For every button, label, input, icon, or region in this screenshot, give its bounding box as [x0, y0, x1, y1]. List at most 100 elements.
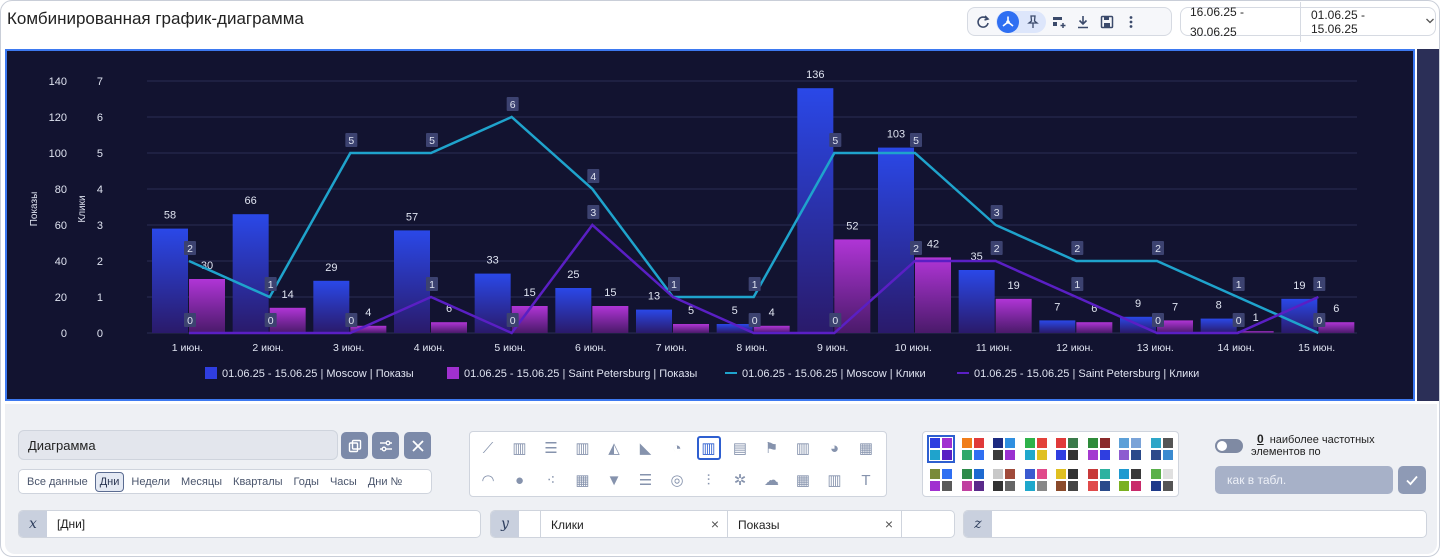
frequency-count[interactable]: 0	[1257, 432, 1264, 446]
palette-option[interactable]	[1055, 437, 1079, 461]
add-widget-icon[interactable]	[1048, 11, 1070, 33]
period-option[interactable]: Часы	[329, 475, 357, 488]
palette-option[interactable]	[1087, 437, 1111, 461]
x-axis-field[interactable]: x [Дни]	[18, 510, 481, 538]
remove-icon[interactable]: ×	[710, 516, 719, 532]
chevron-down-icon[interactable]	[1425, 15, 1435, 29]
y-chip-impressions[interactable]: Показы ×	[728, 511, 902, 537]
period-option[interactable]: Месяцы	[180, 475, 223, 488]
share-icon[interactable]	[997, 10, 1019, 33]
scroll-strip[interactable]	[1417, 49, 1439, 401]
save-icon[interactable]	[1096, 11, 1118, 33]
palette-option[interactable]	[1087, 468, 1111, 492]
period-option[interactable]: Дни №	[367, 475, 403, 488]
palette-option[interactable]	[1024, 468, 1048, 492]
bar-dots-icon[interactable]: ▥	[827, 472, 842, 489]
pin-icon[interactable]	[1023, 11, 1045, 33]
y-right-tick-label: 4	[97, 184, 103, 196]
frequency-toggle[interactable]	[1215, 439, 1243, 453]
funnel-icon[interactable]: ▼	[606, 471, 622, 489]
palette-picker	[922, 431, 1179, 497]
copy-button[interactable]	[341, 432, 368, 459]
palette-option[interactable]	[1118, 468, 1142, 492]
line-data-label: 0	[510, 315, 516, 327]
bubble-icon[interactable]: ●	[514, 471, 525, 489]
chart-area[interactable]: 0 20 40 60 80 100 120 140 0 1 2 3 4 5 6 7 Показы Клики 58 6…	[5, 49, 1415, 401]
frequency-text: наиболее частотных элементов по	[1251, 434, 1375, 458]
area-fill-icon[interactable]: ◣	[639, 440, 652, 457]
palette-option[interactable]	[961, 468, 985, 492]
scatter-icon[interactable]: ⁖	[546, 472, 556, 489]
line-label-box	[1232, 277, 1245, 291]
cloud-icon[interactable]: ☁	[764, 472, 779, 489]
line-data-label: 2	[913, 243, 919, 255]
date-range-current[interactable]: 16.06.25 - 30.06.25	[1181, 1, 1301, 42]
refresh-icon[interactable]	[972, 11, 994, 33]
date-range-compare[interactable]: 01.06.25 - 15.06.25	[1311, 7, 1366, 36]
bar	[592, 306, 629, 333]
x-axis-value[interactable]: [Дни]	[57, 517, 86, 531]
period-option[interactable]: Недели	[131, 475, 170, 488]
palette-option[interactable]	[1055, 468, 1079, 492]
confirm-button[interactable]	[1398, 466, 1426, 494]
bar-data-label: 15	[524, 287, 536, 299]
gauge-icon[interactable]: ◠	[481, 472, 495, 489]
z-axis-field[interactable]: z	[963, 510, 1427, 538]
combo-chart-icon[interactable]: ▥	[696, 436, 721, 460]
bar-chart-icon[interactable]: ▥	[512, 440, 527, 457]
palette-option[interactable]	[1118, 437, 1142, 461]
date-range-selector[interactable]: 16.06.25 - 30.06.25 01.06.25 - 15.06.25	[1180, 1, 1436, 42]
line-label-box	[426, 277, 438, 291]
tree-icon[interactable]: ⫶	[706, 471, 711, 489]
grouped-bar-icon[interactable]: ▥	[795, 440, 811, 457]
y-right-tick-label: 2	[97, 256, 103, 268]
pie-chart-icon[interactable]: ◕	[829, 439, 840, 457]
period-option[interactable]: Все данные	[27, 475, 88, 488]
horizontal-bar-icon[interactable]: ☰	[544, 440, 558, 457]
bar-data-label: 14	[282, 289, 294, 301]
remove-icon[interactable]: ×	[884, 516, 893, 532]
radar-icon[interactable]: ◎	[670, 472, 684, 489]
palette-option[interactable]	[961, 437, 985, 461]
grid-icon[interactable]: ▦	[858, 440, 874, 457]
period-option[interactable]: Дни	[94, 471, 125, 492]
palette-option[interactable]	[1024, 437, 1048, 461]
palette-option[interactable]	[992, 468, 1016, 492]
bar	[1200, 318, 1237, 333]
heatmap-icon[interactable]: ▦	[575, 472, 590, 489]
period-option[interactable]: Кварталы	[233, 475, 283, 488]
palette-option[interactable]	[1150, 468, 1174, 492]
palette-option[interactable]	[992, 437, 1016, 461]
period-option[interactable]: Годы	[293, 475, 319, 488]
snowflake-icon[interactable]: ✲	[733, 472, 747, 489]
x-tick-label: 2 июн.	[252, 342, 283, 354]
x-tick-label: 6 июн.	[575, 342, 606, 354]
sort-select[interactable]: как в табл.	[1215, 466, 1393, 494]
line-label-box	[426, 133, 438, 147]
donut-chart-icon[interactable]: ◔	[672, 439, 682, 457]
palette-option[interactable]	[927, 435, 955, 463]
line-data-label: 3	[994, 207, 1000, 219]
more-icon[interactable]	[1120, 11, 1142, 33]
text-icon[interactable]: T	[861, 471, 871, 489]
download-icon[interactable]	[1072, 11, 1094, 33]
mode-switch[interactable]	[996, 10, 1046, 33]
flag-icon[interactable]: ⚑	[764, 440, 779, 457]
line-label-box	[748, 313, 761, 327]
gantt-icon[interactable]: ☰	[638, 472, 653, 489]
y-chip-clicks[interactable]: Клики ×	[540, 511, 728, 537]
stacked-bar-icon[interactable]: ▥	[575, 440, 590, 457]
line-chart-icon[interactable]: ⟋	[482, 439, 494, 457]
legend-label: 01.06.25 - 15.06.25 | Saint Petersburg |…	[464, 368, 697, 380]
settings-sliders-button[interactable]	[372, 432, 399, 459]
close-button[interactable]	[404, 432, 431, 459]
chart-name-input[interactable]: Диаграмма	[18, 430, 338, 460]
palette-option[interactable]	[929, 468, 953, 492]
table-icon[interactable]: ▦	[795, 472, 811, 489]
y-axis-field[interactable]: y Клики × Показы ×	[490, 510, 955, 538]
palette-option[interactable]	[1150, 437, 1174, 461]
number-card-icon[interactable]: ▤	[732, 440, 748, 457]
bar	[232, 214, 269, 333]
bar	[1039, 320, 1076, 333]
area-chart-icon[interactable]: ◭	[608, 440, 620, 457]
